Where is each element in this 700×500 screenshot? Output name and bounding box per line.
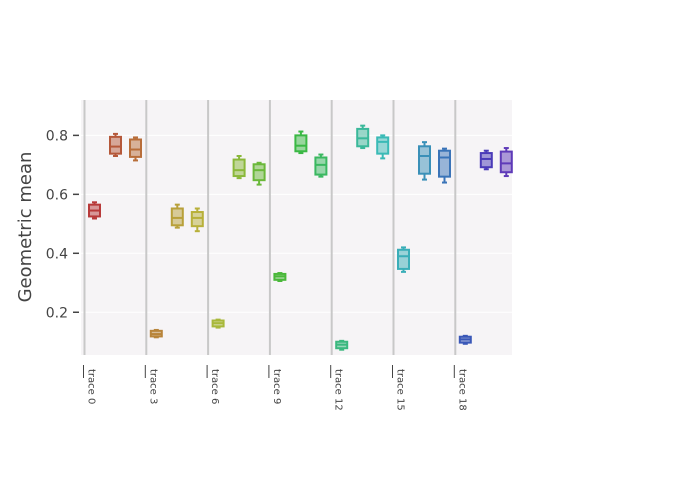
category-separators xyxy=(83,100,457,355)
box-body xyxy=(109,135,122,155)
box-5 xyxy=(190,207,204,233)
x-tick-label: trace 18 xyxy=(456,369,467,411)
box-17 xyxy=(438,147,451,184)
y-axis-title: Geometric mean xyxy=(15,152,36,303)
y-tick-label: 0.4 xyxy=(46,246,68,262)
y-tick-label: 0.6 xyxy=(46,187,68,203)
box-1 xyxy=(109,132,122,158)
x-axis: trace 0 trace 3 trace 6 trace 9 trace 12 trac… xyxy=(83,365,467,411)
box-body xyxy=(294,134,308,153)
box-body xyxy=(170,207,184,227)
box-body xyxy=(397,248,410,270)
box-13 xyxy=(356,124,370,150)
box-body xyxy=(418,145,431,175)
box-body xyxy=(129,138,142,158)
x-tick-label: trace 3 xyxy=(147,369,158,404)
y-tick-label: 0.2 xyxy=(46,305,68,321)
box-15 xyxy=(397,246,410,273)
box-body xyxy=(190,211,204,228)
box-14 xyxy=(376,134,390,160)
box-body xyxy=(376,136,390,155)
box-6 xyxy=(211,318,225,329)
box-3 xyxy=(149,328,163,339)
box-12 xyxy=(335,339,349,351)
x-tick-label: trace 9 xyxy=(271,369,282,404)
box-0 xyxy=(88,201,101,220)
x-tick-label: trace 6 xyxy=(209,369,220,404)
x-tick-label: trace 12 xyxy=(333,369,344,411)
box-4 xyxy=(170,203,184,229)
box-19 xyxy=(479,149,493,171)
box-8 xyxy=(252,161,266,186)
box-body xyxy=(479,152,493,169)
box-2 xyxy=(129,136,142,162)
box-body xyxy=(314,156,328,176)
box-body xyxy=(438,149,451,178)
box-series xyxy=(88,124,513,351)
box-9 xyxy=(273,272,287,283)
box-7 xyxy=(232,155,246,180)
box-body xyxy=(252,163,266,182)
x-tick-label: trace 0 xyxy=(86,369,97,404)
box-20 xyxy=(499,147,513,178)
box-body xyxy=(499,150,513,174)
box-11 xyxy=(314,153,328,178)
y-axis: 0.2 0.4 0.6 0.8 xyxy=(46,128,79,321)
box-10 xyxy=(294,130,308,155)
box-body xyxy=(232,158,246,178)
box-16 xyxy=(418,141,431,181)
y-tick-label: 0.8 xyxy=(46,128,68,144)
x-tick-label: trace 15 xyxy=(395,369,406,411)
box-18 xyxy=(458,334,472,345)
